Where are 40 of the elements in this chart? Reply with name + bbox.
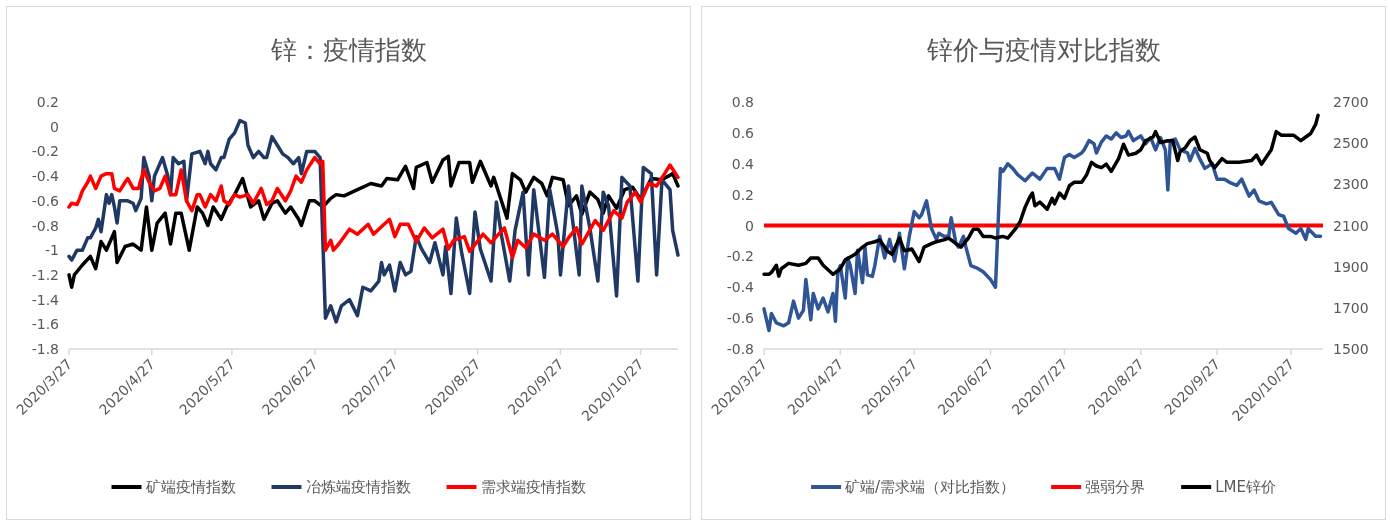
y-tick-label: -0.4 <box>726 279 755 296</box>
y-tick-label: 0.4 <box>731 155 755 172</box>
y2-tick-label: 2700 <box>1333 94 1369 110</box>
y-tick-label: -0.2 <box>31 143 59 160</box>
line-series <box>67 155 680 260</box>
y2-tick-label: 2300 <box>1333 176 1369 193</box>
chart-title: 锌价与疫情对比指数 <box>925 35 1161 65</box>
line-series <box>67 118 680 324</box>
y-tick-label: -0.4 <box>31 168 60 185</box>
legend-label: LME锌价 <box>1215 478 1276 496</box>
y-tick-label: -1.6 <box>31 316 60 333</box>
y2-tick-label: 1700 <box>1333 299 1369 316</box>
y-tick-label: -1 <box>45 242 59 259</box>
line-series <box>762 129 1323 333</box>
legend-label: 矿端疫情指数 <box>144 478 236 496</box>
legend-label: 强弱分界 <box>1085 478 1146 496</box>
legend-label: 需求端疫情指数 <box>480 478 586 496</box>
y-tick-label: -0.2 <box>726 248 754 265</box>
y-tick-label: -0.6 <box>31 192 60 209</box>
y2-tick-label: 2100 <box>1333 217 1369 234</box>
legend-label: 矿端/需求端（对比指数） <box>844 478 1016 496</box>
y2-tick-label: 1900 <box>1333 258 1369 275</box>
line-series <box>762 113 1320 278</box>
y2-tick-label: 2500 <box>1333 135 1369 152</box>
y-tick-label: -0.8 <box>726 341 754 357</box>
y-tick-label: 0.2 <box>731 186 754 203</box>
y-tick-label: -1.8 <box>31 341 59 357</box>
y2-tick-label: 1500 <box>1333 341 1369 357</box>
y-tick-label: -0.6 <box>726 310 755 327</box>
y-tick-label: 0.8 <box>731 94 754 110</box>
y-tick-label: -1.2 <box>31 266 59 283</box>
y-tick-label: 0.6 <box>731 124 755 141</box>
y-tick-label: 0.2 <box>36 94 59 110</box>
y-tick-label: 0 <box>50 118 59 135</box>
y-tick-label: -1.4 <box>31 291 60 308</box>
chart-title: 锌：疫情指数 <box>269 35 427 65</box>
line-series <box>67 154 680 289</box>
legend-label: 冶炼端疫情指数 <box>305 478 411 496</box>
y-tick-label: -0.8 <box>31 217 59 234</box>
y-tick-label: 0 <box>745 217 754 234</box>
